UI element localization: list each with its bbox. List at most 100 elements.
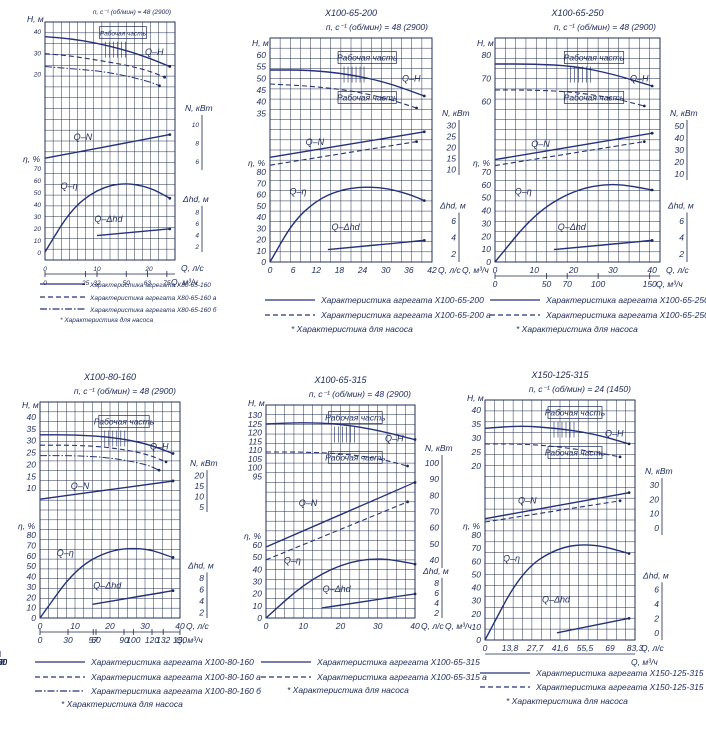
n-tick-label: 100	[425, 458, 439, 468]
x2-tick-label: 100	[0, 657, 7, 667]
series-qh-line	[495, 89, 645, 107]
data-point	[171, 589, 175, 593]
plot-frame	[44, 21, 176, 261]
hd-tick-label: 6	[434, 588, 439, 598]
x-tick-label: 0	[38, 621, 43, 631]
h-tick-label: 110	[248, 445, 262, 455]
eta-tick-label: 0	[476, 635, 481, 645]
series-qh-line	[484, 443, 621, 458]
chart-x100-65-250: Х100-65-250 п, с⁻¹ (об/мин) = 48 (2900) Н,…	[473, 8, 706, 334]
eta-tick-label: 80	[257, 167, 267, 177]
label-qh: Q–H	[145, 47, 164, 57]
chart-x150-125-315: Х150-125-315 п, с⁻¹ (об/мин) = 24 (1450) Н…	[0, 370, 706, 706]
eta-tick-label: 20	[33, 226, 42, 233]
chart-x100-80-160: Х100-80-160 п, с⁻¹ (об/мин) = 48 (2900) Н,…	[18, 372, 262, 709]
hd-tick-label: 4	[451, 232, 456, 242]
x-axis-label: Q, л/с	[641, 643, 664, 653]
work-zone-label: Рабочая часть	[564, 53, 624, 63]
eta-tick-label: 20	[252, 589, 263, 599]
hd-tick-label: 8	[434, 578, 439, 588]
label-qhd: Q–Δhd	[94, 214, 123, 224]
label-qhd: Q–Δhd	[93, 580, 122, 590]
h-tick-label: 30	[27, 436, 37, 446]
data-point	[627, 552, 631, 555]
speed-label: п, с⁻¹ (об/мин) = 48 (2900)	[326, 22, 428, 32]
x-tick-label: 24	[357, 265, 368, 275]
data-point	[157, 468, 161, 472]
label-qeta: Q–η	[284, 555, 301, 565]
n-tick-label: 5	[199, 502, 204, 512]
legend-item: * Характеристика для насоса	[516, 324, 638, 334]
x2-axis-label: Q, м³/ч	[445, 621, 472, 631]
work-zone-box	[98, 415, 150, 428]
n-tick-label: 40	[675, 133, 685, 143]
h-tick-label: 35	[257, 108, 267, 118]
x2-tick-label: 200	[0, 657, 7, 667]
x-axis-label: Q, л/с	[181, 263, 204, 273]
x-tick-label: 0	[483, 643, 488, 653]
data-point	[422, 94, 426, 98]
data-point	[168, 133, 172, 137]
h-tick-label: 40	[472, 405, 482, 415]
series-qη-line	[494, 183, 653, 263]
h-tick-label: 130	[248, 410, 262, 420]
x-tick-label: 41,6	[552, 643, 569, 653]
h-axis-label: Н, м	[27, 14, 44, 24]
eta-axis-label: η, %	[248, 158, 265, 168]
data-point	[415, 140, 418, 144]
n-tick-label: 15	[447, 154, 457, 164]
legend-item: Характеристика агрегата Х80-65-160	[89, 282, 211, 289]
work-zone-label-2: Рабочая часть	[325, 452, 385, 462]
hd-tick-label: 2	[678, 249, 684, 259]
eta-tick-label: 30	[27, 582, 37, 592]
hd-tick-label: 0	[654, 628, 659, 638]
h-tick-label: 60	[482, 97, 492, 107]
chart-title: Х150-125-315	[530, 370, 589, 380]
data-point	[650, 238, 654, 242]
series-qn-line	[484, 492, 630, 520]
label-qeta: Q–η	[61, 181, 78, 191]
x-tick-label: 69	[605, 643, 615, 653]
series-qn-line	[39, 480, 174, 500]
h-tick-label: 30	[34, 50, 42, 57]
h-tick-label: 30	[472, 433, 482, 443]
chart-x100-65-315: Х100-65-315 п, с⁻¹ (об/мин) = 48 (2900) Н,…	[244, 375, 487, 695]
eta-tick-label: 70	[34, 166, 42, 173]
series-qh-line	[39, 455, 160, 471]
x-tick-label: 30	[381, 265, 391, 275]
work-zone-box	[563, 51, 625, 64]
legend-item: Характеристика агрегата Х80-65-160 б	[89, 306, 217, 314]
hd-tick-label: 2	[653, 613, 659, 623]
eta-tick-label: 0	[31, 613, 36, 623]
x-tick-label: 20	[144, 266, 153, 273]
x2-tick-label: 50	[0, 657, 5, 667]
legend-item: Характеристика агрегата Х150-125-315 а	[535, 682, 706, 692]
x-tick-label: 10	[299, 621, 309, 631]
n-tick-label: 20	[649, 494, 660, 504]
series-qhd-line	[327, 239, 425, 251]
h-tick-label: 20	[26, 459, 37, 469]
label-qeta: Q–η	[57, 548, 74, 558]
x2-tick-label: 0	[0, 657, 3, 667]
work-zone-box	[547, 406, 603, 419]
x2-tick-label: 150	[0, 657, 7, 667]
chart-title: Х80-65-160	[85, 0, 133, 2]
x-tick-label: 10	[530, 265, 540, 275]
chart-title: Х100-65-200	[324, 8, 377, 18]
work-zone-box-2	[337, 91, 397, 104]
hd-tick-label: 6	[679, 216, 684, 226]
legend-item: Характеристика агрегата Х100-80-160	[90, 657, 254, 667]
work-zone-box	[99, 26, 147, 39]
eta-tick-label: 0	[261, 257, 266, 267]
hd-tick-label: 4	[654, 599, 659, 609]
work-zone-label-2: Рабочая часть	[337, 92, 397, 102]
x2-tick-label: 70	[562, 279, 572, 289]
eta-tick-label: 20	[256, 235, 267, 245]
series-qh-line	[44, 66, 160, 87]
series-qn-line	[494, 132, 653, 161]
eta-tick-label: 80	[472, 530, 482, 540]
n-tick-label: 30	[650, 480, 660, 490]
x-tick-label: 0	[43, 266, 47, 273]
series-qh-line	[484, 425, 630, 445]
h-tick-label: 60	[257, 50, 267, 60]
